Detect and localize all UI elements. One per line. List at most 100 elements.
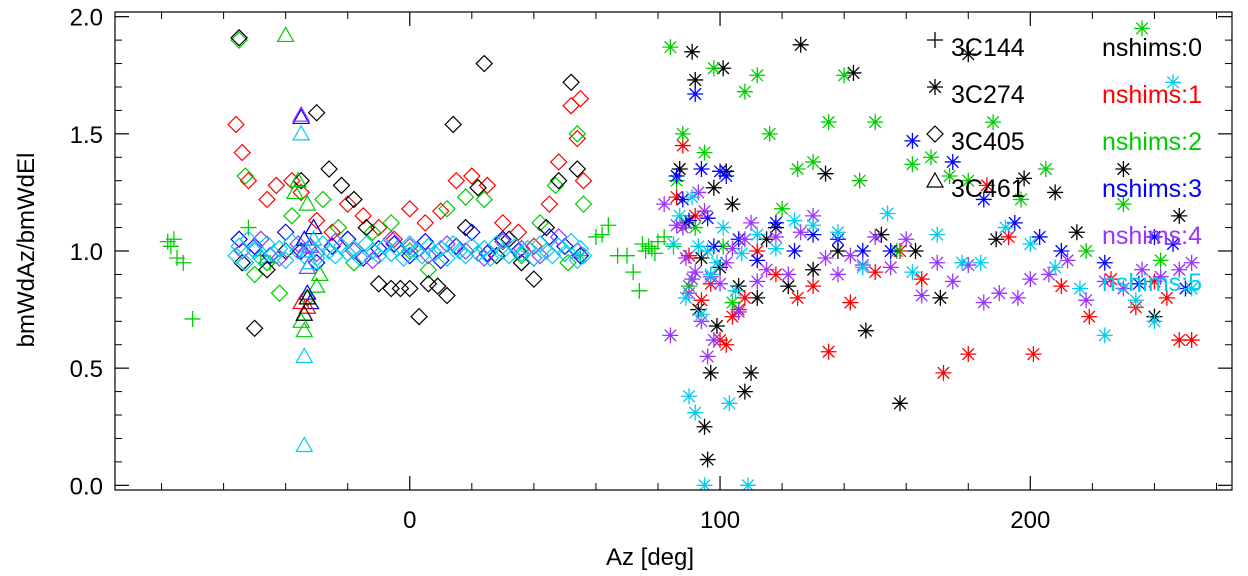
data-point — [972, 254, 989, 271]
data-point — [913, 287, 930, 304]
x-axis-label: Az [deg] — [606, 544, 694, 571]
data-point — [1130, 275, 1147, 292]
data-point — [1171, 332, 1188, 349]
data-point — [708, 254, 725, 271]
axis-ticks: 0 100 200 0.0 0.5 1.0 1.5 2.0 — [70, 5, 1232, 534]
data-point — [184, 310, 201, 327]
data-point — [882, 259, 899, 276]
data-point — [385, 230, 404, 249]
data-point — [292, 293, 311, 310]
data-point — [687, 219, 704, 236]
data-point — [1053, 278, 1070, 295]
data-point — [568, 160, 587, 178]
data-point — [1078, 292, 1095, 309]
data-point — [292, 183, 311, 202]
data-point — [1146, 313, 1163, 330]
data-point — [298, 298, 317, 314]
data-point — [562, 232, 580, 251]
data-point — [416, 232, 435, 251]
data-point — [749, 252, 766, 269]
data-point — [851, 172, 868, 189]
data-point — [867, 228, 884, 245]
data-point — [662, 39, 679, 56]
data-point — [162, 238, 179, 255]
data-point — [307, 211, 326, 230]
data-point — [712, 163, 729, 180]
data-point — [556, 244, 574, 263]
data-point — [662, 327, 679, 344]
data-point — [829, 224, 846, 241]
data-point — [724, 308, 741, 325]
data-point — [646, 245, 663, 262]
data-point — [292, 108, 311, 125]
data-point — [656, 196, 673, 213]
data-point — [867, 264, 884, 281]
data-point — [338, 195, 357, 213]
data-point — [805, 226, 822, 243]
data-point — [978, 177, 995, 194]
data-point — [391, 279, 410, 298]
data-point — [786, 243, 803, 259]
data-point — [444, 115, 463, 134]
data-point — [929, 226, 946, 243]
data-point — [618, 247, 635, 264]
data-point — [245, 265, 264, 284]
data-point — [574, 195, 593, 213]
x-tick-label: 100 — [700, 507, 740, 534]
data-point — [478, 244, 497, 263]
data-point — [1006, 214, 1023, 231]
data-point — [1102, 271, 1119, 288]
data-point — [836, 67, 853, 84]
data-point — [879, 205, 896, 222]
data-point — [743, 364, 760, 381]
data-point — [1171, 207, 1188, 224]
data-point — [289, 171, 308, 188]
data-point — [721, 395, 738, 412]
data-point — [1146, 273, 1163, 290]
data-point — [696, 144, 713, 161]
x-tick-label: 200 — [1010, 507, 1050, 534]
data-point — [400, 279, 419, 298]
data-point — [954, 254, 971, 271]
data-point — [469, 244, 487, 263]
data-point — [715, 238, 732, 255]
data-point — [571, 246, 590, 265]
data-point — [1025, 346, 1042, 363]
data-point — [1165, 235, 1182, 252]
data-point — [1115, 196, 1132, 213]
data-point — [475, 54, 494, 73]
data-point — [323, 223, 342, 242]
data-point — [674, 137, 691, 154]
data-point — [671, 207, 688, 224]
data-point — [1152, 252, 1169, 269]
data-point — [549, 171, 568, 190]
data-point — [1013, 191, 1030, 208]
data-point — [270, 249, 289, 267]
data-point — [382, 279, 400, 298]
data-point — [724, 196, 741, 213]
data-point — [301, 253, 320, 270]
data-point — [724, 240, 741, 257]
data-point — [385, 235, 404, 253]
data-point — [1158, 289, 1175, 306]
data-point — [531, 246, 549, 265]
data-point — [304, 218, 323, 235]
data-point — [369, 274, 388, 293]
y-tick-label: 1.5 — [70, 122, 103, 149]
data-point — [907, 243, 924, 259]
data-point — [283, 207, 301, 225]
data-point — [487, 246, 506, 265]
y-tick-label: 2.0 — [70, 5, 103, 32]
data-point — [295, 347, 314, 364]
data-point — [298, 288, 317, 305]
data-point — [295, 305, 314, 321]
data-point — [462, 223, 481, 242]
data-point — [677, 250, 694, 267]
data-point — [1040, 266, 1057, 283]
data-point — [1081, 308, 1098, 325]
data-point — [758, 231, 775, 248]
data-point — [292, 171, 311, 190]
data-point — [684, 189, 701, 206]
data-point — [1096, 254, 1113, 271]
data-point — [668, 217, 685, 234]
